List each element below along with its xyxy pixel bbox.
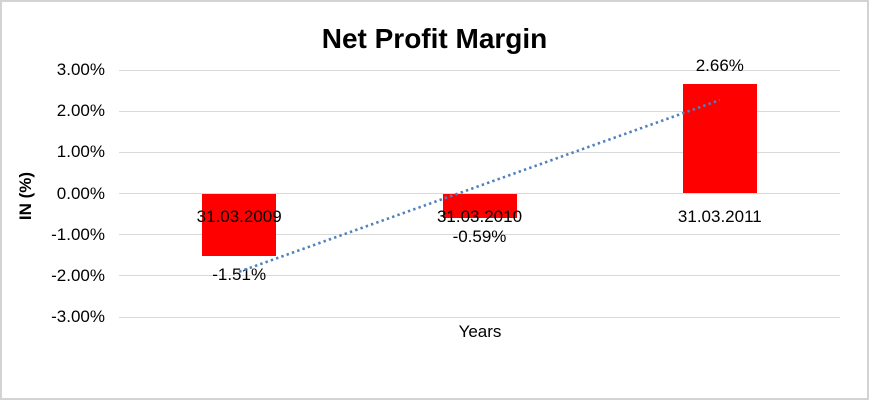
gridline: [119, 275, 840, 277]
y-tick-label: -1.00%: [51, 224, 105, 244]
gridline: [119, 316, 840, 318]
y-tick-label: -3.00%: [51, 307, 105, 326]
category-label: 31.03.2010: [436, 207, 523, 226]
y-tick-label: 1.00%: [56, 142, 105, 162]
x-axis-title: Years: [458, 322, 502, 341]
y-tick-label: 3.00%: [56, 60, 105, 79]
chart-title: Net Profit Margin: [321, 23, 548, 54]
category-label: 31.03.2009: [196, 207, 282, 226]
data-label: -1.51%: [212, 264, 267, 284]
y-tick-label: 0.00%: [56, 183, 105, 203]
data-label: 2.66%: [695, 55, 744, 75]
y-tick-label: -2.00%: [51, 265, 105, 285]
gridline: [119, 69, 840, 71]
y-tick-label: 2.00%: [56, 101, 105, 121]
bar: [682, 83, 757, 194]
category-label: 31.03.2011: [677, 207, 762, 226]
data-label: -0.59%: [452, 226, 507, 246]
